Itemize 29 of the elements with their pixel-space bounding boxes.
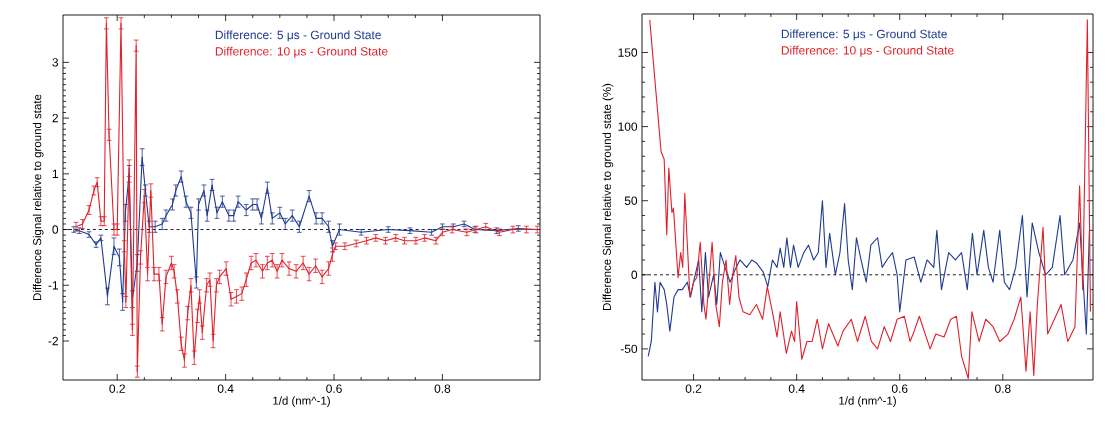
y-axis-title: Difference Signal relative to ground state: [32, 94, 44, 300]
y-tick-label: 100: [618, 122, 638, 131]
y-tick-label: 0: [631, 270, 638, 280]
y-tick-label: -50: [620, 344, 638, 354]
text: Difference: 10 μs - Ground State: [215, 46, 388, 58]
x-axis-title: 1/d (nm^-1): [273, 396, 330, 407]
x-tick-label: 0.8: [994, 384, 1011, 393]
text: Difference: 5 μs - Ground State: [781, 29, 947, 41]
y-tick-label: -2: [48, 336, 58, 346]
x-tick-label: 0.2: [685, 384, 702, 393]
y-tick-label: 2: [52, 113, 58, 123]
x-tick-label: 0.6: [326, 384, 342, 393]
y-tick-label: 0: [52, 225, 59, 234]
x-tick-label: 0.4: [217, 384, 234, 393]
x-tick-label: 0.6: [891, 384, 908, 393]
x-axis-title: 1/d (nm^-1): [839, 396, 896, 407]
x-tick-label: 0.8: [434, 384, 451, 393]
y-axis-title: Difference Signal relative to ground state (%): [602, 83, 614, 310]
text: Difference: 5 μs - Ground State: [215, 30, 381, 42]
y-tick-label: -1: [48, 281, 58, 290]
line-series: [649, 19, 1091, 380]
y-tick-label: 3: [52, 58, 59, 67]
x-tick-label: 0.4: [788, 384, 805, 393]
line-series: [647, 200, 1090, 357]
text: Difference: 10 μs - Ground State: [781, 45, 954, 57]
y-tick-label: 1: [52, 169, 58, 178]
x-tick-label: 0.2: [109, 384, 125, 393]
y-tick-label: 150: [618, 48, 638, 57]
y-tick-label: 50: [624, 196, 638, 205]
